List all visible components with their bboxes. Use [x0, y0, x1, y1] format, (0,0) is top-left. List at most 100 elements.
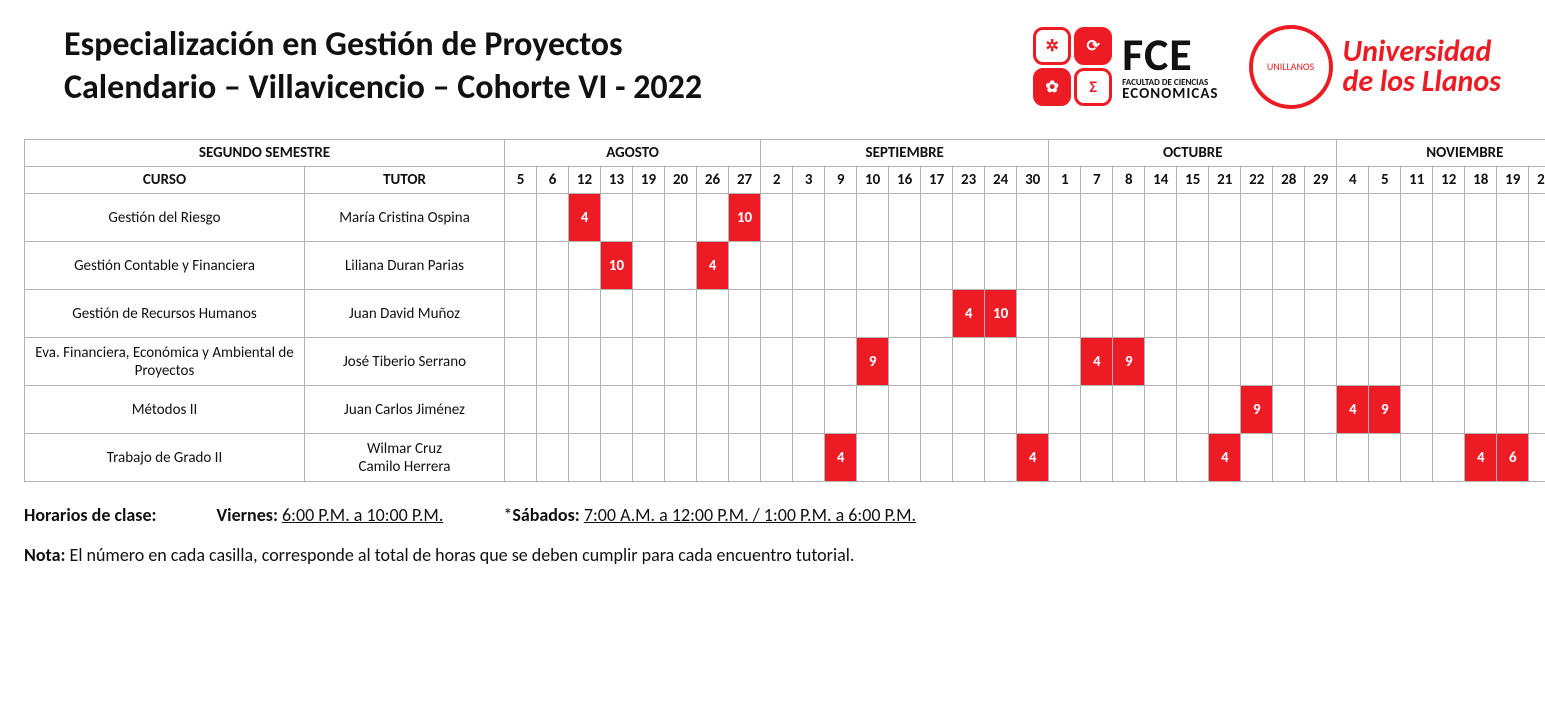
day-number-header: 12: [1433, 167, 1465, 194]
empty-cell: [1497, 386, 1529, 434]
hours-cell: 9: [1113, 338, 1145, 386]
empty-cell: [1145, 386, 1177, 434]
unillanos-line-1: Universidad: [1343, 37, 1502, 67]
empty-cell: [1049, 242, 1081, 290]
empty-cell: [1273, 434, 1305, 482]
empty-cell: [1081, 290, 1113, 338]
day-number-header: 10: [857, 167, 889, 194]
empty-cell: [1177, 386, 1209, 434]
empty-cell: [1369, 434, 1401, 482]
hours-cell: 4: [697, 242, 729, 290]
empty-cell: [1081, 242, 1113, 290]
empty-cell: [985, 386, 1017, 434]
empty-cell: [857, 386, 889, 434]
empty-cell: [729, 434, 761, 482]
empty-cell: [1273, 242, 1305, 290]
empty-cell: [1113, 290, 1145, 338]
empty-cell: [1401, 386, 1433, 434]
empty-cell: [697, 386, 729, 434]
empty-cell: [825, 194, 857, 242]
day-number-header: 22: [1241, 167, 1273, 194]
logo-block: ✲ ⟳ ✿ Σ FCE FACULTAD DE CIENCIAS ECONOMI…: [1033, 25, 1521, 109]
unillanos-line-2: de los Llanos: [1343, 67, 1502, 97]
empty-cell: [1433, 242, 1465, 290]
schedule-row: Horarios de clase: Viernes: 6:00 P.M. a …: [24, 504, 1521, 526]
viernes-time: 6:00 P.M. a 10:00 P.M.: [282, 504, 443, 526]
day-number-header: 4: [1337, 167, 1369, 194]
sabados-prefix: *: [503, 504, 512, 526]
course-name-cell: Gestión de Recursos Humanos: [25, 290, 305, 338]
semester-header: SEGUNDO SEMESTRE: [25, 140, 505, 167]
empty-cell: [1241, 338, 1273, 386]
empty-cell: [1305, 386, 1337, 434]
day-number-header: 29: [1305, 167, 1337, 194]
empty-cell: [601, 386, 633, 434]
fce-tile-globe-icon: ✲: [1033, 27, 1071, 65]
day-number-header: 21: [1209, 167, 1241, 194]
course-name-cell: Gestión del Riesgo: [25, 194, 305, 242]
empty-cell: [889, 338, 921, 386]
empty-cell: [1529, 242, 1545, 290]
empty-cell: [729, 242, 761, 290]
empty-cell: [1337, 290, 1369, 338]
empty-cell: [1049, 338, 1081, 386]
empty-cell: [793, 386, 825, 434]
sabados-time: 7:00 A.M. a 12:00 P.M. / 1:00 P.M. a 6:0…: [584, 504, 916, 526]
empty-cell: [633, 194, 665, 242]
hours-cell: 4: [1209, 434, 1241, 482]
hours-cell: 9: [1241, 386, 1273, 434]
empty-cell: [825, 290, 857, 338]
title-block: Especialización en Gestión de Proyectos …: [24, 24, 702, 109]
empty-cell: [1369, 242, 1401, 290]
empty-cell: [537, 242, 569, 290]
empty-cell: [633, 242, 665, 290]
tutor-name-cell: Wilmar CruzCamilo Herrera: [305, 434, 505, 482]
page-header: Especialización en Gestión de Proyectos …: [24, 24, 1521, 109]
empty-cell: [921, 434, 953, 482]
empty-cell: [1113, 386, 1145, 434]
empty-cell: [1017, 290, 1049, 338]
empty-cell: [665, 434, 697, 482]
tutor-name-cell: Juan David Muñoz: [305, 290, 505, 338]
empty-cell: [505, 194, 537, 242]
table-row: Métodos IIJuan Carlos Jiménez949: [25, 386, 1545, 434]
empty-cell: [1497, 338, 1529, 386]
empty-cell: [697, 434, 729, 482]
day-number-header: 20: [665, 167, 697, 194]
empty-cell: [1177, 194, 1209, 242]
day-number-header: 5: [505, 167, 537, 194]
empty-cell: [1273, 386, 1305, 434]
table-row: Gestión del RiesgoMaría Cristina Ospina4…: [25, 194, 1545, 242]
note-label: Nota:: [24, 544, 65, 566]
empty-cell: [1529, 434, 1545, 482]
calendar-table: SEGUNDO SEMESTREAGOSTOSEPTIEMBREOCTUBREN…: [24, 139, 1545, 482]
day-number-header: 8: [1113, 167, 1145, 194]
day-number-header: 26: [697, 167, 729, 194]
empty-cell: [505, 242, 537, 290]
empty-cell: [1465, 338, 1497, 386]
unillanos-circle-icon: UNILLANOS: [1249, 25, 1333, 109]
empty-cell: [1209, 386, 1241, 434]
empty-cell: [633, 434, 665, 482]
empty-cell: [1081, 194, 1113, 242]
empty-cell: [601, 434, 633, 482]
empty-cell: [761, 338, 793, 386]
empty-cell: [1497, 290, 1529, 338]
viernes-label: Viernes:: [217, 504, 278, 526]
empty-cell: [1337, 194, 1369, 242]
empty-cell: [1209, 242, 1241, 290]
empty-cell: [633, 290, 665, 338]
day-number-header: 11: [1401, 167, 1433, 194]
course-name-cell: Trabajo de Grado II: [25, 434, 305, 482]
empty-cell: [1017, 194, 1049, 242]
table-row: Gestión de Recursos HumanosJuan David Mu…: [25, 290, 1545, 338]
empty-cell: [921, 194, 953, 242]
empty-cell: [921, 386, 953, 434]
empty-cell: [793, 242, 825, 290]
fce-logo-big: FCE: [1122, 32, 1218, 78]
empty-cell: [1529, 290, 1545, 338]
empty-cell: [857, 434, 889, 482]
empty-cell: [569, 434, 601, 482]
fce-tile-gear-icon: ✿: [1033, 68, 1071, 106]
hours-cell: 10: [729, 194, 761, 242]
